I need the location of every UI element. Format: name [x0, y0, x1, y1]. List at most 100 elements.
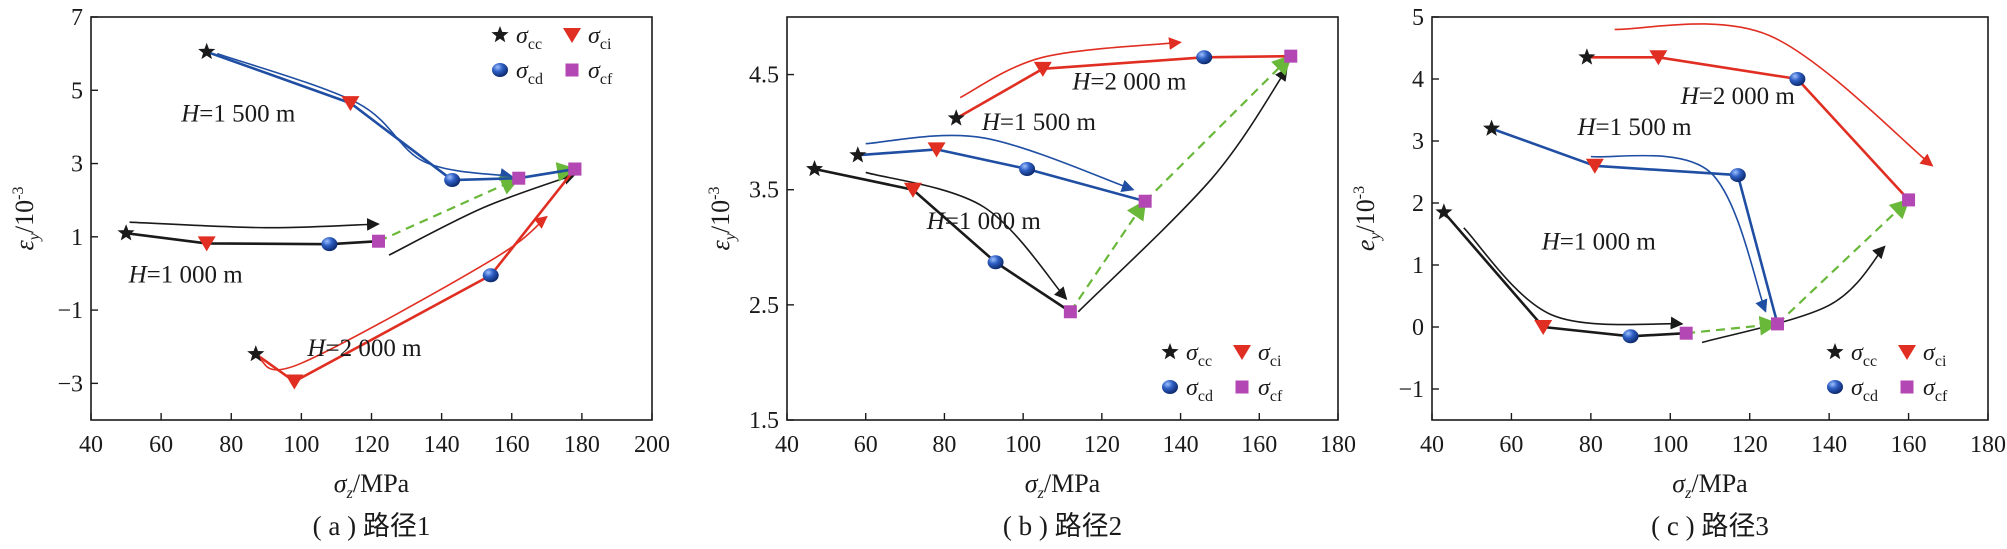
data-point-tri [1649, 50, 1668, 66]
data-point-tri [903, 182, 922, 198]
series-annotation: H=1 500 m [180, 100, 296, 127]
legend-marker-square [1235, 380, 1249, 394]
x-axis-label: σz/MPa [1672, 469, 1748, 502]
data-point-star [117, 224, 135, 241]
series-annotation: H=2 000 m [1680, 83, 1796, 110]
x-tick-label: 80 [219, 432, 243, 458]
y-tick-label: 1.5 [749, 408, 779, 434]
direction-arrow [388, 172, 577, 256]
data-point-square [1902, 193, 1916, 207]
legend-label: σci [1258, 340, 1282, 370]
data-point-star [806, 160, 824, 177]
data-point-sphere [1789, 72, 1806, 86]
data-point-tri [341, 96, 360, 112]
x-tick-label: 160 [494, 432, 530, 458]
y-tick-label: 1 [71, 225, 83, 251]
x-tick-label: 160 [1241, 432, 1277, 458]
data-point-tri [1585, 158, 1604, 174]
data-point-square [1063, 305, 1077, 319]
data-point-sphere [444, 173, 461, 188]
data-point-square [1679, 326, 1693, 340]
panel-caption: ( a ) 路径1 [313, 511, 431, 541]
y-tick-label: 4 [1412, 67, 1424, 93]
series-annotation: H=1 500 m [981, 109, 1097, 136]
series-line [814, 167, 1072, 313]
series-annotation: H=1 000 m [1541, 229, 1657, 256]
data-point-square [372, 234, 386, 248]
direction-arrow [1701, 245, 1886, 344]
y-tick-label: 3 [1412, 129, 1424, 155]
data-point-star [947, 109, 965, 126]
series-annotation: H=1 000 m [926, 208, 1042, 235]
legend-marker-sphere [1162, 380, 1178, 394]
data-point-star [247, 345, 265, 362]
data-point-tri [1534, 320, 1553, 335]
data-point-star [198, 42, 216, 60]
direction-arrow [865, 171, 1068, 301]
x-tick-label: 200 [634, 432, 670, 458]
y-tick-label: −1 [1398, 377, 1424, 403]
x-tick-label: 40 [1420, 432, 1444, 458]
direction-arrow [129, 217, 380, 231]
legend-label: σcd [1851, 375, 1878, 405]
x-tick-label: 100 [1005, 432, 1041, 458]
chart-panel-b: 40 60 80 100 120 140 160 180 1.5 2.5 3.5 4.5 σz/MPa ε… [706, 16, 1356, 541]
y-tick-label: 2.5 [749, 293, 779, 319]
legend-marker-tri [1233, 345, 1251, 360]
x-axis-label: σz/MPa [334, 469, 410, 502]
legend-label: σci [1923, 340, 1947, 370]
y-tick-label: 4.5 [749, 63, 779, 89]
series-line [955, 54, 1291, 120]
series-line [255, 168, 576, 383]
data-point-tri [927, 142, 946, 158]
panel-caption: ( c ) 路径3 [1651, 511, 1769, 541]
y-tick-label: 3 [71, 152, 83, 178]
legend-label: σcc [516, 23, 542, 53]
fracture-link-segment [1069, 199, 1147, 313]
direction-arrow [1614, 23, 1934, 167]
direction-arrow [1077, 67, 1288, 313]
series-line [125, 231, 379, 246]
y-axis-label: ey/10-3 [1351, 186, 1384, 251]
x-tick-label: 180 [564, 432, 600, 458]
series-line [1586, 55, 1910, 201]
chart-panel-c: 40 60 80 100 120 140 160 180 −1 0 1 2 3 4 5 σz/MPa ey/10… [1351, 5, 2006, 541]
direction-arrow [1463, 227, 1684, 330]
y-tick-label: −1 [57, 298, 83, 324]
x-tick-label: 180 [1320, 432, 1356, 458]
legend-marker-tri [1898, 345, 1916, 360]
legend-marker-square [565, 63, 579, 77]
x-tick-label: 120 [1732, 432, 1768, 458]
legend-label: σcf [1923, 375, 1948, 405]
data-point-square [568, 162, 582, 176]
x-tick-label: 140 [1811, 432, 1847, 458]
y-tick-label: 7 [71, 5, 83, 31]
data-point-sphere [321, 237, 338, 252]
data-point-star [1435, 203, 1453, 220]
legend-marker-star [1161, 343, 1179, 360]
data-point-star [1483, 119, 1501, 136]
x-tick-label: 80 [932, 432, 956, 458]
series-line [857, 148, 1146, 203]
x-tick-label: 40 [79, 432, 103, 458]
x-tick-label: 80 [1579, 432, 1603, 458]
data-point-square [1771, 317, 1785, 331]
series-annotation: H=1 500 m [1576, 114, 1692, 141]
legend-label: σcc [1186, 340, 1212, 370]
x-tick-label: 140 [1163, 432, 1199, 458]
x-tick-label: 180 [1970, 432, 2006, 458]
y-tick-label: 3.5 [749, 178, 779, 204]
plot-frame [1431, 16, 1989, 421]
direction-arrow [959, 37, 1182, 99]
data-point-square [1284, 49, 1298, 63]
data-point-sphere [1729, 168, 1746, 183]
legend-label: σcc [1851, 340, 1877, 370]
panel-caption: ( b ) 路径2 [1003, 511, 1122, 541]
legend-label: σcd [516, 58, 543, 88]
y-tick-label: 5 [71, 78, 83, 104]
x-tick-label: 60 [149, 432, 173, 458]
series-annotation: H=2 000 m [1071, 69, 1187, 96]
data-point-sphere [987, 255, 1004, 270]
series-annotation: H=1 000 m [128, 262, 244, 289]
